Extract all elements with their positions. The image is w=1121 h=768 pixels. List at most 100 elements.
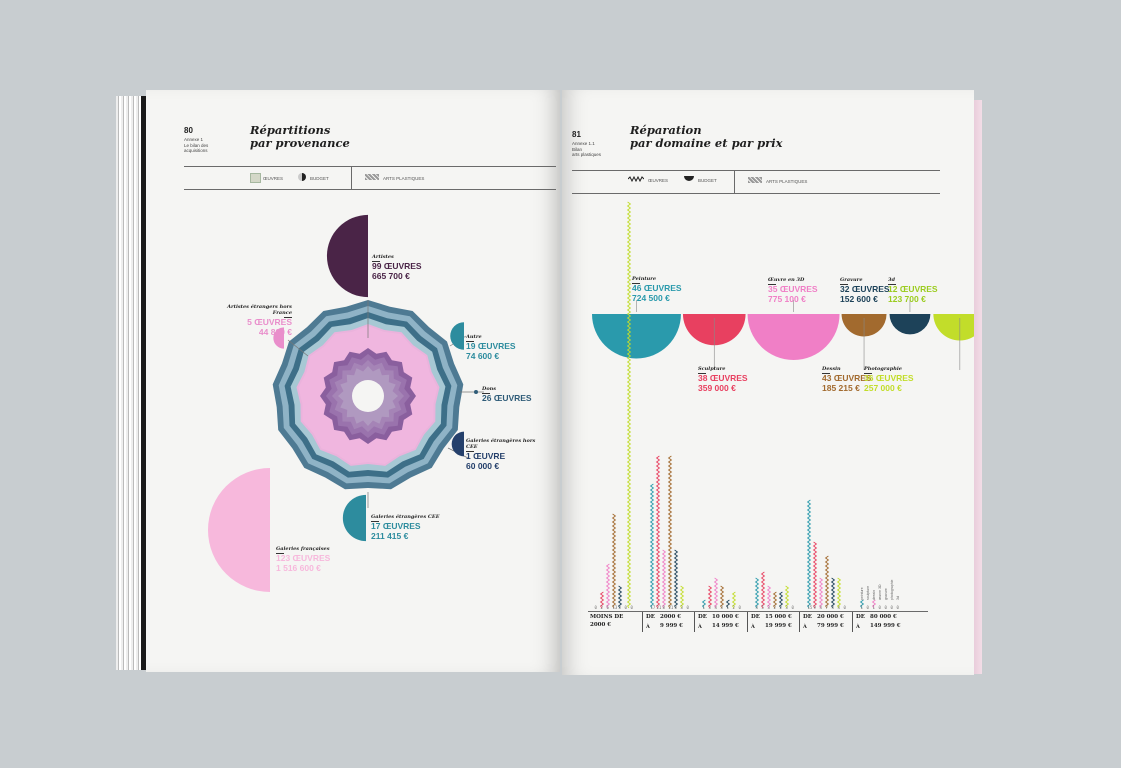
bar-count-label: 4 [831,605,834,610]
title-line: Répartitions [250,123,331,137]
price-range-from: 20 000 € [817,614,844,620]
wave-legend-icon [365,174,379,180]
page-number: 80 [184,126,193,135]
bar-count-label: 1 [860,605,863,610]
bar-count-label: 13 [612,605,618,610]
domain-half-circle [933,314,974,341]
work-count-bar [611,513,617,609]
price-range-from: 80 000 € [870,614,897,620]
bar-count-label: 0 [624,605,627,610]
domain-budget: 775 100 € [768,293,806,304]
work-count-bar [626,201,632,609]
price-range-from: 2000 € [660,614,682,620]
bar-count-label: 0 [738,605,741,610]
price-range-divider [694,612,695,632]
bar-count-label: 0 [843,605,846,610]
bar-count-label: 0 [896,605,899,610]
domain-name: Peinture [632,276,682,284]
label-galeries-francaises: Galeries françaises 123 ŒUVRES 1 516 600… [276,546,356,573]
work-count-bar [667,455,673,609]
domain-name: 3d [888,277,938,285]
domain-name: Photographie [864,366,914,374]
price-range-to-prefix: À [698,624,702,630]
label-3d: 3d 12 ŒUVRES 123 700 € [888,277,938,304]
bar-count-label: 4 [837,605,840,610]
price-range-to-prefix: À [856,624,860,630]
slice-budget: 74 600 € [466,350,500,361]
work-count-bar [713,577,719,609]
page-number: 81 [572,130,581,139]
label-photographie: Photographie 36 ŒUVRES 257 000 € [864,366,914,393]
dons-marker [474,390,478,394]
price-range-to-prefix: À [751,624,755,630]
bar-count-label: 15 [807,605,813,610]
price-range-divider [799,612,800,632]
bar-count-label: 0 [791,605,794,610]
budget-half-circle [450,322,464,350]
legend-works-label: ŒUVRES [263,176,284,181]
meta-line: acquisitions [184,148,208,153]
work-count-bar [605,563,611,609]
slice-works: 1 ŒUVRE [466,451,506,461]
work-count-bar [707,585,713,609]
left-page: 80 Annexe 1 Le bilan des acquisitions Ré… [146,90,560,672]
bar-count-label: 0 [686,605,689,610]
price-range-prefix: MOINS DE [590,614,624,620]
work-count-bar [701,599,707,609]
label-dessin: Dessin 43 ŒUVRES 185 215 € [822,366,872,393]
domain-name: Gravure [840,277,890,285]
bar-count-label: 0 [878,605,881,610]
work-count-bar [725,599,731,609]
meta-line: Annexe 1 [184,137,204,142]
work-count-bar [760,571,766,609]
label-sculpture: Sculpture 38 ŒUVRES 359 000 € [698,366,748,393]
price-range-to: 9 999 € [660,623,683,629]
slice-works: 26 ŒUVRES [482,393,532,403]
work-count-bar [830,577,836,609]
domain-works: 12 ŒUVRES [888,284,938,294]
budget-half-circle [326,214,368,298]
work-count-bar [673,549,679,609]
works-legend-icon [250,173,261,183]
bar-count-label: 2 [732,605,735,610]
domain-works: 46 ŒUVRES [632,283,682,293]
page-meta: Annexe 1 Le bilan des acquisitions [184,137,234,154]
domain-works: 43 ŒUVRES [822,373,872,383]
slice-works: 17 ŒUVRES [371,521,421,531]
label-peinture: Peinture 46 ŒUVRES 724 500 € [632,276,682,303]
header-rule [184,189,556,190]
bar-count-label: 0 [594,605,597,610]
bar-count-label: 0 [630,605,633,610]
price-range-prefix: DE [803,614,812,620]
page-title: Répartitions par provenance [250,124,350,150]
work-count-bar [836,577,842,609]
bar-count-label: 3 [708,605,711,610]
work-count-bar [719,585,725,609]
header-rule [184,166,556,167]
domain-price-chart [592,201,974,609]
series-label: photographie [890,579,894,600]
domain-works: 38 ŒUVRES [698,373,748,383]
price-range-from: 10 000 € [712,614,739,620]
bar-count-label: 3 [785,605,788,610]
slice-works: 5 ŒUVRES [247,317,292,327]
page-meta: Annexe 1.1 Bilan arts plastiques [572,141,622,158]
label-galeries-hors-cee: Galeries étrangères hors CEE 1 ŒUVRE 60 … [466,438,546,471]
work-count-bar [599,591,605,609]
title-line: par domaine et par prix [630,136,783,150]
header-divider [734,170,735,193]
price-range-prefix: DE [698,614,707,620]
price-range-prefix: DE [751,614,760,620]
price-range-to: 14 999 € [712,623,739,629]
label-oeuvre-3d: Œuvre en 3D 35 ŒUVRES 775 100 € [768,277,818,304]
series-label: 3d [896,596,900,600]
domain-half-circle [747,314,840,360]
price-range-to-prefix: À [646,624,650,630]
price-range-to-prefix: À [803,624,807,630]
budget-halfcircle-icon [684,176,694,181]
right-page: 81 Annexe 1.1 Bilan arts plastiques Répa… [562,90,974,675]
bar-count-label: 9 [813,605,816,610]
work-count-bar [731,591,737,609]
bar-count-label: 1 [702,605,705,610]
slice-works: 19 ŒUVRES [466,341,516,351]
